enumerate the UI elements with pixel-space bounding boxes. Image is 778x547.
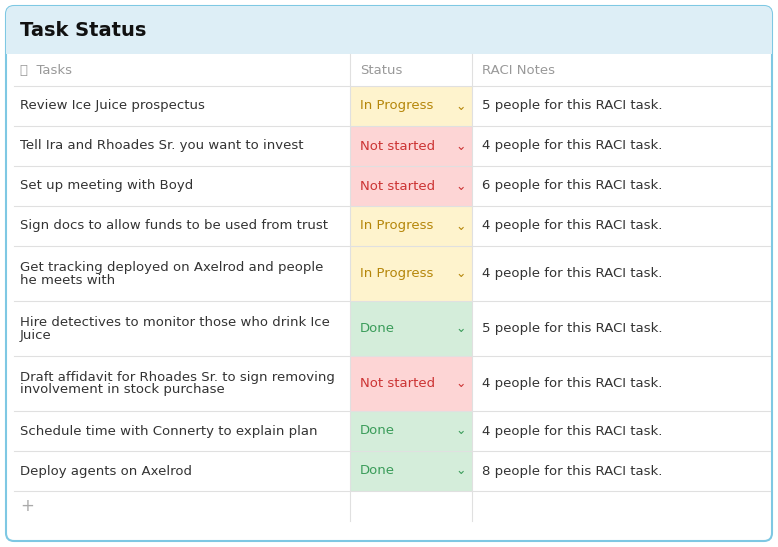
Bar	[350, 356, 472, 411]
Text: In Progress: In Progress	[360, 219, 433, 232]
Text: ⌄: ⌄	[455, 219, 465, 232]
Text: Done: Done	[360, 322, 395, 335]
Text: 8 people for this RACI task.: 8 people for this RACI task.	[482, 464, 662, 478]
Text: Get tracking deployed on Axelrod and people: Get tracking deployed on Axelrod and peo…	[20, 260, 324, 274]
Text: ⎓  Tasks: ⎓ Tasks	[20, 63, 72, 77]
Text: ⌄: ⌄	[455, 424, 465, 438]
Bar	[350, 411, 472, 451]
Text: he meets with: he meets with	[20, 274, 115, 287]
Text: RACI Notes: RACI Notes	[482, 63, 555, 77]
Text: Review Ice Juice prospectus: Review Ice Juice prospectus	[20, 100, 205, 113]
Text: Draft affidavit for Rhoades Sr. to sign removing: Draft affidavit for Rhoades Sr. to sign …	[20, 370, 335, 383]
FancyBboxPatch shape	[6, 6, 772, 541]
Bar	[350, 246, 472, 301]
Text: Done: Done	[360, 424, 395, 438]
Text: +: +	[20, 497, 34, 515]
Text: ⌄: ⌄	[455, 322, 465, 335]
Text: ⌄: ⌄	[455, 464, 465, 478]
Bar	[350, 126, 472, 166]
Text: ⌄: ⌄	[455, 267, 465, 280]
Bar	[350, 86, 472, 126]
Text: ⌄: ⌄	[455, 100, 465, 113]
Text: 6 people for this RACI task.: 6 people for this RACI task.	[482, 179, 662, 193]
Text: 4 people for this RACI task.: 4 people for this RACI task.	[482, 377, 662, 390]
Bar	[350, 166, 472, 206]
Bar	[6, 30, 772, 54]
Text: Juice: Juice	[20, 329, 52, 341]
Text: Not started: Not started	[360, 139, 435, 153]
Bar	[350, 301, 472, 356]
Text: Tell Ira and Rhoades Sr. you want to invest: Tell Ira and Rhoades Sr. you want to inv…	[20, 139, 303, 153]
Text: 5 people for this RACI task.: 5 people for this RACI task.	[482, 322, 663, 335]
Text: Deploy agents on Axelrod: Deploy agents on Axelrod	[20, 464, 192, 478]
Text: In Progress: In Progress	[360, 100, 433, 113]
Text: Not started: Not started	[360, 377, 435, 390]
Text: Not started: Not started	[360, 179, 435, 193]
Bar	[350, 206, 472, 246]
Text: Set up meeting with Boyd: Set up meeting with Boyd	[20, 179, 193, 193]
Text: Done: Done	[360, 464, 395, 478]
Text: Status: Status	[360, 63, 402, 77]
Text: ⌄: ⌄	[455, 179, 465, 193]
Text: ⌄: ⌄	[455, 377, 465, 390]
Text: 5 people for this RACI task.: 5 people for this RACI task.	[482, 100, 663, 113]
Bar	[350, 451, 472, 491]
Text: 4 people for this RACI task.: 4 people for this RACI task.	[482, 424, 662, 438]
Text: 4 people for this RACI task.: 4 people for this RACI task.	[482, 139, 662, 153]
Text: 4 people for this RACI task.: 4 people for this RACI task.	[482, 267, 662, 280]
Text: Schedule time with Connerty to explain plan: Schedule time with Connerty to explain p…	[20, 424, 317, 438]
Text: Hire detectives to monitor those who drink Ice: Hire detectives to monitor those who dri…	[20, 316, 330, 329]
Text: ⌄: ⌄	[455, 139, 465, 153]
Text: involvement in stock purchase: involvement in stock purchase	[20, 383, 225, 397]
Text: Sign docs to allow funds to be used from trust: Sign docs to allow funds to be used from…	[20, 219, 328, 232]
FancyBboxPatch shape	[6, 6, 772, 54]
Text: In Progress: In Progress	[360, 267, 433, 280]
Text: 4 people for this RACI task.: 4 people for this RACI task.	[482, 219, 662, 232]
Text: Task Status: Task Status	[20, 20, 146, 39]
